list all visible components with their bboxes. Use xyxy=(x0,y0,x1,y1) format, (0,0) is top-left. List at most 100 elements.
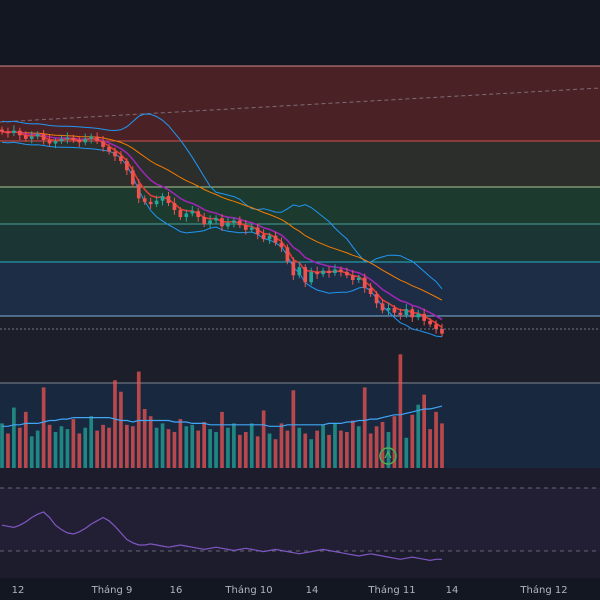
candle-body xyxy=(398,312,403,315)
candle-body xyxy=(249,227,254,230)
candle xyxy=(327,266,331,278)
candle xyxy=(404,303,409,318)
candle xyxy=(232,217,236,228)
volume-bar xyxy=(172,432,177,468)
volume-bar xyxy=(202,421,207,468)
candle xyxy=(77,135,82,147)
x-tick-label: Tháng 12 xyxy=(519,584,567,596)
x-tick-label: Tháng 11 xyxy=(367,584,415,596)
top-band xyxy=(0,0,600,66)
candle-body xyxy=(172,203,177,210)
candle-body xyxy=(327,270,331,273)
volume-bar xyxy=(261,410,266,468)
candle xyxy=(130,166,135,188)
candle xyxy=(172,197,177,215)
candle-body xyxy=(339,269,343,272)
volume-bar xyxy=(65,429,70,468)
volume-bar xyxy=(380,421,385,468)
volume-bar xyxy=(232,423,236,468)
candle xyxy=(23,131,28,142)
candle xyxy=(309,267,314,286)
candle xyxy=(237,216,242,229)
volume-bar xyxy=(89,416,94,468)
volume-bar xyxy=(362,387,367,468)
volume-bar xyxy=(101,424,105,468)
candle xyxy=(71,134,76,143)
candle-body xyxy=(226,222,230,227)
candle-body xyxy=(273,235,278,243)
candle xyxy=(315,266,319,279)
candle xyxy=(303,264,308,287)
candle xyxy=(356,274,361,283)
volume-bar xyxy=(184,426,189,468)
candle xyxy=(398,308,403,320)
candle xyxy=(125,158,129,175)
candle-body xyxy=(190,211,195,214)
candle xyxy=(53,138,58,149)
candle-body xyxy=(440,329,444,334)
rsi-panel-bg xyxy=(0,468,600,578)
candle-body xyxy=(0,129,4,132)
candle xyxy=(59,134,64,145)
candle-body xyxy=(83,138,88,143)
candlesticks xyxy=(0,125,444,337)
volume-bar xyxy=(350,420,355,468)
volume-bar xyxy=(83,427,88,468)
volume-bar xyxy=(142,409,147,468)
candle-body xyxy=(41,134,46,140)
volume-ma-line xyxy=(2,405,443,427)
candle-body xyxy=(23,135,28,139)
volume-bars xyxy=(0,354,444,468)
candle xyxy=(208,215,212,229)
volume-bar xyxy=(297,427,302,468)
volume-bar xyxy=(6,433,10,468)
x-tick-label: 16 xyxy=(170,585,183,596)
volume-bar xyxy=(255,436,260,468)
candle xyxy=(160,193,165,206)
x-tick-label: 14 xyxy=(306,585,319,596)
volume-bar xyxy=(374,426,379,468)
fib-band-4 xyxy=(0,224,600,262)
volume-bar xyxy=(321,424,325,468)
volume-bar xyxy=(303,433,308,468)
volume-bar xyxy=(148,416,153,468)
candle-body xyxy=(35,134,40,137)
volume-bar xyxy=(214,432,218,468)
volume-bar xyxy=(416,404,421,468)
volume-bar xyxy=(113,380,117,468)
candle-body xyxy=(291,261,296,276)
volume-bar xyxy=(47,424,52,468)
volume-bar xyxy=(23,411,28,468)
rsi-zone xyxy=(0,488,600,551)
candle-body xyxy=(130,170,135,185)
candle xyxy=(41,130,46,145)
volume-bar xyxy=(386,432,391,468)
volume-bar xyxy=(237,434,242,468)
candle-body xyxy=(160,196,165,201)
candle xyxy=(428,317,432,328)
candle-body xyxy=(422,313,427,321)
candle-body xyxy=(136,184,141,199)
candle xyxy=(243,219,248,235)
volume-bar xyxy=(410,414,415,468)
candle-body xyxy=(178,210,183,217)
volume-bar xyxy=(125,424,129,468)
fib-band-1 xyxy=(0,66,600,141)
volume-bar xyxy=(166,429,171,468)
candle xyxy=(226,217,230,230)
candle xyxy=(214,215,218,224)
candle xyxy=(184,209,189,222)
candle xyxy=(202,212,207,227)
volume-bar xyxy=(107,427,111,468)
candle-body xyxy=(202,217,207,224)
volume-bar xyxy=(160,423,165,468)
x-tick-label: 12 xyxy=(12,585,25,596)
candle xyxy=(392,305,397,316)
candle xyxy=(0,126,4,135)
candle-body xyxy=(261,234,266,240)
volume-bar xyxy=(434,411,438,468)
candle xyxy=(154,195,159,208)
candle xyxy=(119,151,123,164)
